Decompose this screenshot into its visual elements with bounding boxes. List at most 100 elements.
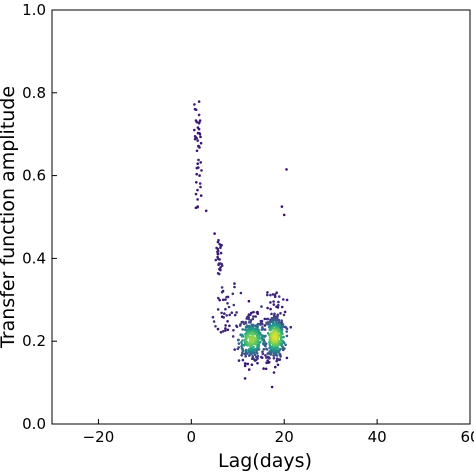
scatter-point [263,328,267,331]
scatter-point [218,242,221,246]
scatter-point [251,355,254,358]
scatter-point [212,320,216,323]
scatter-point [216,308,220,311]
scatter-point [196,198,199,201]
scatter-point [198,182,202,185]
scatter-point [279,335,283,339]
scatter-point [193,103,196,106]
scatter-point [193,135,197,138]
scatter-point [249,321,252,324]
x-tick-label: 40 [368,428,387,446]
scatter-point [253,332,256,336]
scatter-point [241,334,245,338]
scatter-point [216,327,220,331]
scatter-point [256,312,260,316]
scatter-point [218,298,221,302]
scatter-point [199,141,203,145]
scatter-point [224,324,227,327]
scatter-point [260,328,264,331]
scatter-point [196,162,199,165]
scatter-point [272,356,276,360]
scatter-point [264,344,267,348]
scatter-point [194,192,198,196]
scatter-point [237,359,241,362]
scatter-point [279,312,282,315]
scatter-point [220,286,224,289]
scatter-point [216,252,220,255]
scatter-point [281,347,284,351]
scatter-point [199,161,202,164]
scatter-point [237,346,240,349]
scatter-point [262,367,265,370]
scatter-point [220,311,223,315]
scatter-point [216,250,219,253]
scatter-point [282,298,285,301]
scatter-point [262,342,265,346]
scatter-point [262,340,266,344]
scatter-point [259,355,263,359]
scatter-point [249,313,252,317]
scatter-point [266,359,270,362]
scatter-point [285,168,288,171]
scatter-point [235,325,239,329]
scatter-point [239,291,243,295]
scatter-point [195,166,199,170]
scatter-point [266,293,269,297]
scatter-point [231,335,235,338]
scatter-point [241,339,244,342]
scatter-point [264,367,268,371]
scatter-point [251,357,255,360]
scatter-point [247,368,251,371]
scatter-point [240,354,243,357]
scatter-point [233,285,236,289]
scatter-point [278,347,282,351]
scatter-point [244,321,248,325]
scatter-point [282,313,286,317]
scatter-point [269,293,272,297]
scatter-point [271,345,274,349]
scatter-point [272,371,276,374]
data-points [193,100,293,389]
x-axis-ticks: −20 0 20 40 60 [83,419,474,446]
scatter-point [285,330,289,333]
scatter-point [196,131,200,135]
scatter-point [285,334,289,338]
x-tick-label: 20 [275,428,294,446]
scatter-point [244,348,248,352]
scatter-point [285,298,289,302]
scatter-point [262,348,266,351]
scatter-point [226,302,229,305]
scatter-point [216,255,219,259]
scatter-point [277,303,280,307]
scatter-point [221,330,225,333]
scatter-point [282,213,286,217]
scatter-point [269,328,272,332]
scatter-point [274,365,277,369]
scatter-point [219,268,222,272]
scatter-point [233,313,237,317]
scatter-point [282,335,285,339]
scatter-point [195,120,199,124]
scatter-point [285,356,289,360]
scatter-point [224,329,227,332]
x-tick-label: 0 [187,428,197,446]
scatter-point [238,324,242,327]
scatter-point [224,298,227,301]
y-tick-label: 0.8 [22,84,46,102]
scatter-point [273,336,277,340]
y-tick-label: 0.6 [22,167,46,185]
scatter-point [272,300,275,303]
scatter-point [276,306,280,309]
scatter-point [225,314,228,317]
x-tick-label: −20 [83,428,115,446]
scatter-point [217,262,221,265]
scatter-point [241,320,245,324]
scatter-point [233,282,236,285]
scatter-point [267,361,270,364]
plot-area [51,9,471,425]
y-tick-label: 1.0 [22,1,46,19]
scatter-point [266,306,269,310]
scatter-point [214,258,218,262]
scatter-point [231,292,235,296]
scatter-point [223,312,226,315]
